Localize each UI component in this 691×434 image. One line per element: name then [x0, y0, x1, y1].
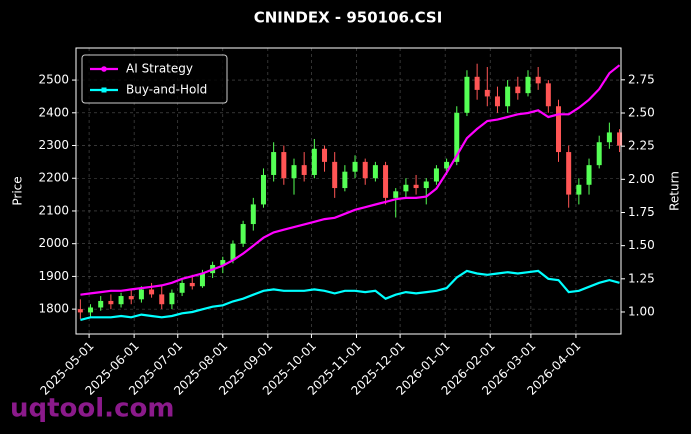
candle-body: [220, 260, 226, 265]
candle-body: [474, 76, 480, 90]
y-tick-label: 2000: [38, 236, 69, 250]
legend-label: Buy-and-Hold: [126, 83, 207, 97]
candle-body: [108, 300, 114, 305]
candle-body: [250, 204, 256, 225]
candle-body: [444, 161, 450, 169]
y-tick-label: 2100: [38, 203, 69, 217]
series-line: [80, 64, 621, 296]
y-axis-label: Price: [11, 176, 25, 205]
candle-body: [88, 307, 94, 313]
candle-body: [332, 161, 338, 189]
plot-frame: [75, 47, 622, 335]
chart-title: CNINDEX - 950106.CSI: [254, 9, 443, 27]
candle-body: [433, 168, 439, 182]
candle-body: [596, 142, 602, 166]
watermark: uqtool.com: [10, 394, 174, 424]
candle-body: [556, 106, 562, 153]
y2-axis-label: Return: [668, 171, 682, 211]
y-tick-label: 1800: [38, 302, 69, 316]
y-tick-label: 2200: [38, 171, 69, 185]
candle-body: [311, 148, 317, 175]
legend-label: AI Strategy: [126, 62, 193, 76]
candle-body: [230, 243, 236, 261]
candle-body: [525, 76, 531, 94]
candle-body: [322, 148, 328, 162]
candle-body: [128, 296, 134, 300]
legend-marker: [101, 87, 107, 93]
candle-body: [169, 292, 175, 305]
candle-body: [362, 161, 368, 179]
y2-tick-label: 1.00: [628, 304, 655, 318]
y-tick-label: 2500: [38, 73, 69, 87]
candle-body: [606, 132, 612, 143]
candle-body: [617, 132, 623, 146]
candle-body: [179, 282, 185, 293]
candle-body: [98, 300, 104, 308]
y2-tick-label: 2.00: [628, 172, 655, 186]
candle-body: [352, 161, 358, 172]
candle-body: [342, 171, 348, 189]
candle-body: [199, 273, 205, 287]
y-tick-label: 2300: [38, 138, 69, 152]
candle-body: [301, 165, 307, 175]
candle-body: [545, 83, 551, 107]
candle-body: [586, 165, 592, 185]
candle-body: [159, 294, 165, 305]
candle-body: [423, 181, 429, 189]
candle-body: [271, 152, 277, 175]
candle-body: [77, 309, 83, 313]
y-tick-label: 1900: [38, 269, 69, 283]
y2-tick-label: 1.75: [628, 205, 655, 219]
y2-tick-label: 1.25: [628, 271, 655, 285]
candle-body: [281, 152, 287, 179]
series-line: [80, 269, 620, 321]
candle-body: [576, 184, 582, 195]
legend-box: [81, 54, 228, 104]
candle-body: [454, 112, 460, 162]
y2-tick-label: 2.25: [628, 139, 655, 153]
candle-body: [372, 165, 378, 179]
candle-body: [118, 296, 124, 305]
candle-body: [535, 76, 541, 84]
legend-marker: [101, 66, 107, 72]
candle-body: [494, 96, 500, 107]
y-tick-label: 2400: [38, 105, 69, 119]
candle-body: [383, 165, 389, 198]
candle-body: [413, 184, 419, 189]
y2-tick-label: 1.50: [628, 238, 655, 252]
candle-body: [260, 174, 266, 205]
candle-body: [393, 191, 399, 198]
y2-tick-label: 2.50: [628, 106, 655, 120]
candle-body: [189, 282, 195, 287]
candle-body: [291, 165, 297, 179]
candle-body: [138, 289, 144, 300]
candle-body: [515, 86, 521, 94]
candle-body: [566, 152, 572, 195]
candle-body: [149, 289, 155, 295]
candle-body: [505, 86, 511, 107]
candle-body: [403, 184, 409, 192]
y2-tick-label: 2.75: [628, 72, 655, 86]
candle-body: [240, 224, 246, 244]
candle-body: [464, 76, 470, 113]
candle-body: [484, 89, 490, 97]
